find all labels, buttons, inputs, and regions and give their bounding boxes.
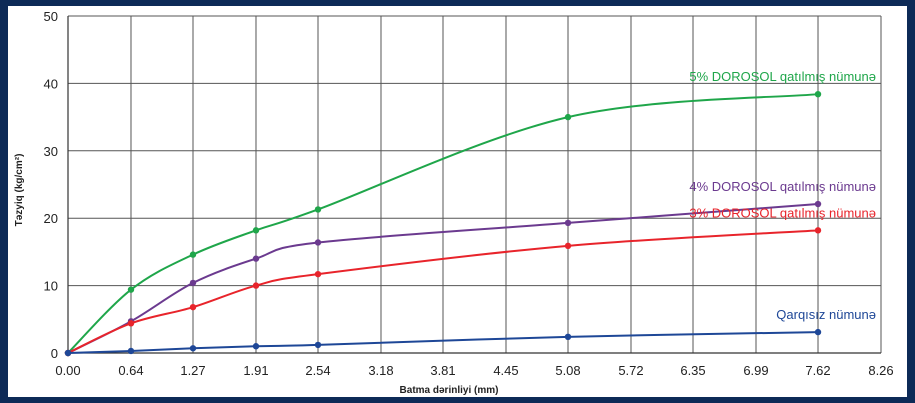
y-tick-label: 40 xyxy=(44,76,58,91)
data-point xyxy=(252,227,260,234)
x-tick-label: 6.99 xyxy=(743,363,768,378)
data-point xyxy=(564,333,572,341)
series-label: 4% DOROSOL qatılmış nümunə xyxy=(689,179,876,194)
y-tick-label: 50 xyxy=(44,9,58,24)
data-point xyxy=(252,255,260,262)
x-axis-title: Batma dərinliyi (mm) xyxy=(400,385,499,396)
data-point xyxy=(314,341,322,349)
x-tick-label: 0.64 xyxy=(118,363,143,378)
data-point xyxy=(127,286,135,293)
x-tick-label: 3.81 xyxy=(430,363,455,378)
data-point xyxy=(314,270,322,278)
data-point xyxy=(189,303,197,311)
y-tick-labels: 0 10 20 30 40 50 xyxy=(44,9,58,361)
series-line xyxy=(67,331,819,354)
series-line xyxy=(67,229,819,354)
data-point xyxy=(564,113,572,121)
data-point xyxy=(814,90,822,98)
x-tick-label: 6.35 xyxy=(680,363,705,378)
x-tick-label: 1.27 xyxy=(180,363,205,378)
x-tick-label: 5.08 xyxy=(555,363,580,378)
series-label: 3% DOROSOL qatılmış nümunə xyxy=(689,205,876,220)
data-point xyxy=(814,328,822,336)
data-point xyxy=(127,347,135,355)
series-4 xyxy=(64,328,822,357)
chart-frame: 0.00 0.64 1.27 1.91 2.54 3.18 3.81 4.45 5.08 5.72… xyxy=(8,6,907,397)
grid xyxy=(68,15,882,353)
x-tick-label: 1.91 xyxy=(243,363,268,378)
series-line xyxy=(67,203,819,354)
x-tick-label: 4.45 xyxy=(493,363,518,378)
x-tick-label: 0.00 xyxy=(55,363,80,378)
series-group xyxy=(64,90,822,357)
data-point xyxy=(314,239,322,246)
data-point xyxy=(64,349,72,357)
y-tick-label: 20 xyxy=(44,211,58,226)
data-point xyxy=(127,320,135,327)
y-tick-label: 0 xyxy=(51,346,58,361)
line-chart: 0.00 0.64 1.27 1.91 2.54 3.18 3.81 4.45 5.08 5.72… xyxy=(14,9,894,396)
x-tick-labels: 0.00 0.64 1.27 1.91 2.54 3.18 3.81 4.45 5.08 5.72… xyxy=(55,363,893,378)
x-tick-label: 7.62 xyxy=(805,363,830,378)
data-point xyxy=(564,219,572,227)
y-tick-label: 10 xyxy=(44,279,58,294)
series-label: Qarqısız nümunə xyxy=(776,307,876,322)
x-tick-label: 2.54 xyxy=(305,363,330,378)
y-tick-label: 30 xyxy=(44,144,58,159)
data-point xyxy=(189,251,197,258)
data-point xyxy=(252,343,260,350)
series-labels: 5% DOROSOL qatılmış nümunə 4% DOROSOL qat… xyxy=(689,69,876,322)
x-tick-label: 5.72 xyxy=(618,363,643,378)
data-point xyxy=(814,200,822,208)
data-point xyxy=(189,345,197,352)
series-line xyxy=(67,93,819,354)
data-point xyxy=(252,282,260,289)
data-point xyxy=(189,279,197,287)
data-point xyxy=(314,206,322,213)
axes xyxy=(67,16,881,354)
y-axis-title: Təzyiq (kg/cm²) xyxy=(14,154,25,227)
x-tick-label: 3.18 xyxy=(368,363,393,378)
series-label: 5% DOROSOL qatılmış nümunə xyxy=(689,69,876,84)
data-point xyxy=(564,242,572,250)
data-point xyxy=(814,227,822,234)
x-tick-label: 8.26 xyxy=(868,363,893,378)
